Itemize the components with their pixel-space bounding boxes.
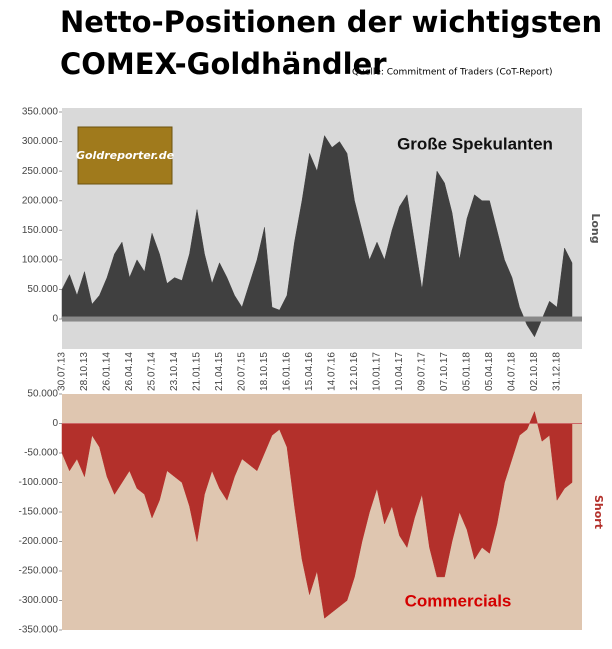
x-tick-label: 18.10.15 (259, 352, 270, 391)
x-tick-label: 28.10.13 (79, 352, 90, 391)
side-label: Long (589, 213, 602, 243)
zero-line (62, 316, 582, 322)
area (61, 410, 573, 619)
x-tick-label: 26.01.14 (102, 352, 113, 391)
y-tick-label: 350.000 (22, 107, 59, 118)
area (61, 135, 573, 338)
side-label: Short (592, 495, 605, 529)
y-tick-label: -50.000 (24, 448, 58, 459)
x-tick-label: 10.04.17 (394, 352, 405, 391)
x-tick-label: 21.01.15 (192, 352, 203, 391)
y-tick-label: 300.000 (22, 136, 59, 147)
annotation: Commercials (405, 591, 512, 610)
x-tick-label: 05.01.18 (462, 352, 473, 391)
x-tick-label: 14.07.16 (327, 352, 338, 391)
y-tick-label: 150.000 (22, 225, 59, 236)
source: Quelle: Commitment of Traders (CoT-Repor… (352, 68, 553, 78)
x-tick-label: 16.01.16 (282, 352, 293, 391)
x-tick-label: 23.10.14 (169, 352, 180, 391)
x-tick-label: 02.10.18 (529, 352, 540, 391)
title-line: Netto-Positionen der wichtigsten (60, 5, 602, 39)
y-tick-label: -250.000 (19, 566, 59, 577)
y-tick-label: -150.000 (19, 507, 59, 518)
x-tick-label: 25.07.14 (147, 352, 158, 391)
x-tick-label: 05.04.18 (484, 352, 495, 391)
y-tick-label: 0 (52, 418, 58, 429)
logo-box (77, 126, 173, 185)
y-tick-label: -300.000 (19, 595, 59, 606)
x-tick-label: 09.07.17 (417, 352, 428, 391)
title-line: COMEX-Goldhändler (60, 47, 387, 81)
y-tick-label: 50.000 (27, 389, 58, 400)
y-tick-label: -100.000 (19, 477, 59, 488)
annotation: Große Spekulanten (397, 134, 553, 153)
x-tick-label: 07.10.17 (439, 352, 450, 391)
x-tick-label: 12.10.16 (349, 352, 360, 391)
y-tick-label: 50.000 (27, 284, 58, 295)
y-tick-label: -200.000 (19, 536, 59, 547)
logo: Goldreporter.de (76, 149, 175, 162)
x-tick-label: 30.07.13 (57, 352, 68, 391)
zero-line (62, 423, 582, 424)
x-tick-label: 20.07.15 (237, 352, 248, 391)
y-tick-label: 200.000 (22, 195, 59, 206)
x-tick-label: 04.07.18 (507, 352, 518, 391)
y-tick-label: -350.000 (19, 625, 59, 636)
y-tick-label: 0 (52, 314, 58, 325)
x-tick-label: 21.04.15 (214, 352, 225, 391)
y-tick-label: 250.000 (22, 166, 59, 177)
x-tick-label: 10.01.17 (372, 352, 383, 391)
x-tick-label: 31.12.18 (552, 352, 563, 391)
x-tick-label: 15.04.16 (304, 352, 315, 391)
y-tick-label: 100.000 (22, 255, 59, 266)
x-tick-label: 26.04.14 (124, 352, 135, 391)
